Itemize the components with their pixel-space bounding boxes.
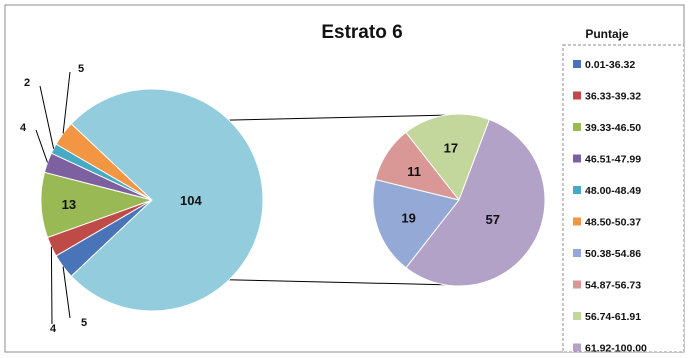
leader-line: [62, 266, 71, 319]
legend-label: 48.00-48.49: [585, 185, 641, 197]
legend-swatch: [573, 154, 581, 163]
legend-entry-6: 48.50-50.37: [573, 217, 641, 229]
legend-label: 39.33-46.50: [585, 122, 641, 134]
legend-entry-2: 36.33-39.32: [573, 91, 641, 103]
leader-line: [62, 71, 71, 134]
data-label-text: 4: [50, 323, 57, 335]
legend-entry-9: 56.74-61.91: [573, 311, 641, 323]
leader-line: [39, 85, 55, 149]
legend-swatch: [573, 123, 581, 131]
data-label-main-1: 5: [62, 266, 87, 329]
data-label-text: 5: [78, 63, 84, 75]
legend: Puntaje 0.01-36.32 36.33-39.32 39.33-46.50…: [562, 27, 685, 355]
legend-box: [562, 44, 685, 353]
leader-line: [50, 246, 53, 325]
legend-swatch: [573, 217, 581, 226]
chart-title: Estrato 6: [321, 22, 402, 43]
legend-entry-3: 39.33-46.50: [573, 122, 641, 134]
legend-title: Puntaje: [585, 27, 629, 41]
legend-label: 0.01-36.32: [585, 59, 635, 71]
legend-label: 36.33-39.32: [585, 91, 641, 103]
legend-label: 50.38-54.86: [585, 248, 641, 260]
legend-label: 61.92-100.00: [585, 343, 647, 355]
data-label-secondary-2: 11: [407, 164, 421, 179]
data-label-secondary-1: 19: [401, 210, 415, 225]
data-label-main-other: 104: [180, 193, 202, 208]
legend-swatch: [573, 186, 581, 194]
data-label-text: 4: [20, 122, 27, 134]
secondary-slice-3: [405, 113, 491, 202]
legend-swatch: [573, 249, 581, 257]
data-label-main-4: 4: [20, 122, 48, 163]
legend-swatch: [573, 280, 581, 289]
data-label-main-5: 2: [24, 77, 55, 149]
legend-label: 56.74-61.91: [585, 311, 641, 323]
legend-label: 46.51-47.99: [585, 154, 641, 166]
main-pie: [40, 88, 264, 312]
legend-label: 54.87-56.73: [585, 280, 641, 292]
data-label-main-2: 4: [50, 246, 57, 335]
secondary-pie: [372, 113, 546, 287]
legend-swatch: [573, 91, 581, 100]
data-label-text: 5: [81, 317, 87, 329]
legend-swatch: [573, 343, 581, 352]
legend-swatch: [573, 312, 581, 320]
legend-entry-7: 50.38-54.86: [573, 248, 641, 260]
legend-entry-1: 0.01-36.32: [573, 59, 635, 71]
main-slice-7: [70, 88, 264, 312]
data-label-secondary-4: 57: [485, 212, 499, 227]
legend-entry-5: 48.00-48.49: [573, 185, 641, 197]
legend-entry-8: 54.87-56.73: [573, 280, 641, 292]
data-label-main-3: 13: [62, 197, 76, 212]
legend-swatch: [573, 60, 581, 68]
data-label-secondary-3: 17: [444, 140, 458, 155]
secondary-slice-4: [405, 118, 546, 287]
legend-label: 48.50-50.37: [585, 217, 641, 229]
leader-line: [35, 129, 48, 163]
legend-entry-10: 61.92-100.00: [573, 343, 647, 355]
data-label-text: 2: [24, 77, 30, 89]
data-label-main-6: 5: [62, 63, 84, 134]
secondary-slice-1: [372, 178, 460, 269]
legend-entry-4: 46.51-47.99: [573, 154, 641, 166]
data-labels: 104 13 19 11 17 57 5 4 4 2 5: [20, 63, 500, 335]
